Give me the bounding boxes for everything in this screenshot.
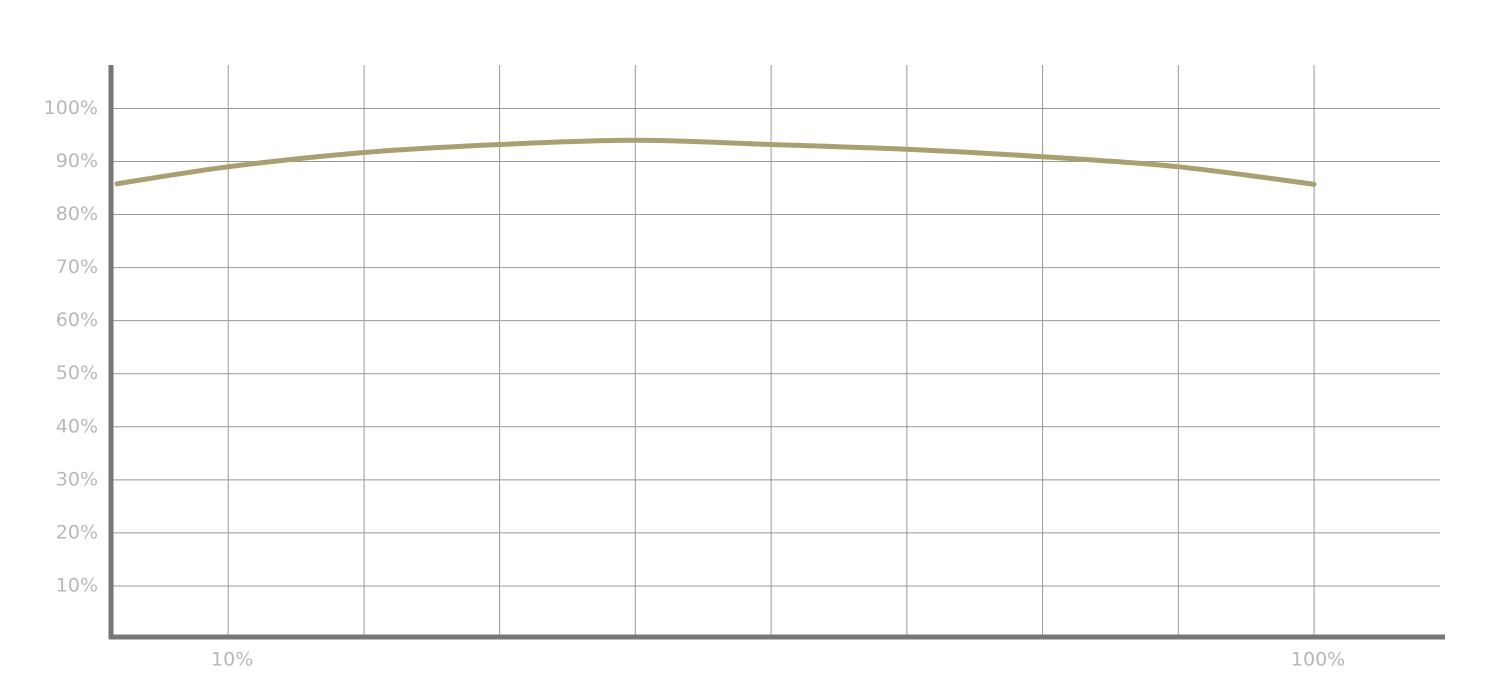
y-tick-label: 60% [56,309,98,331]
y-tick-label: 30% [56,468,98,490]
y-tick-label: 80% [56,203,98,225]
y-tick-label: 40% [56,415,98,437]
data-line [114,137,1317,187]
x-tick-label: 10% [211,649,253,671]
y-tick-label: 50% [56,362,98,384]
y-tick-label: 70% [56,256,98,278]
y-tick-label: 90% [56,150,98,172]
y-tick-label: 10% [56,574,98,596]
x-tick-label: 100% [1291,649,1345,671]
y-tick-label: 100% [44,97,98,119]
y-tick-label: 20% [56,521,98,543]
